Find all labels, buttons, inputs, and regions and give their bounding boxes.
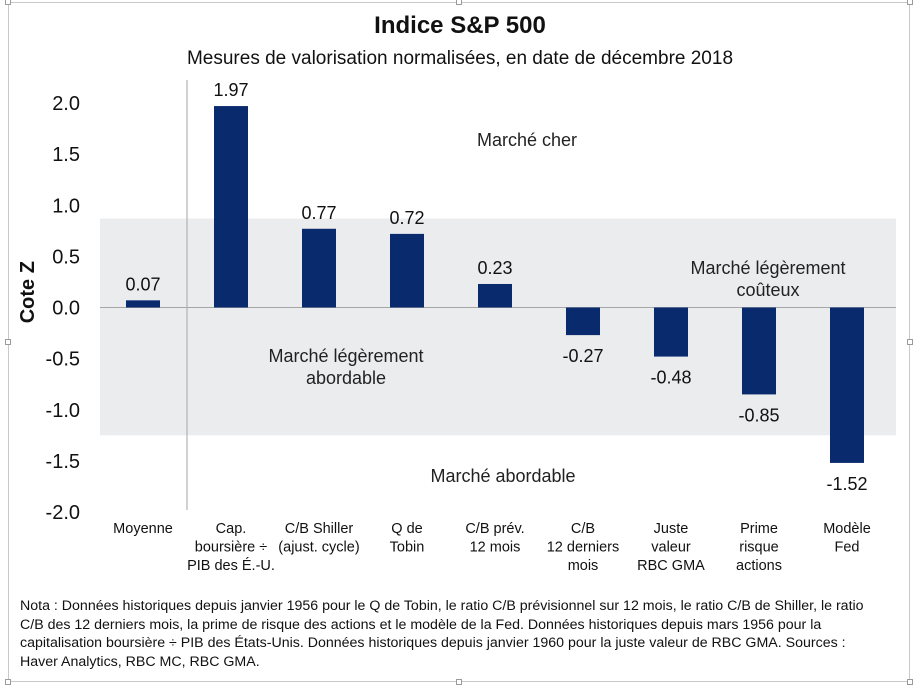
bar [830,307,864,463]
category-label-line: Q de [391,521,422,537]
bar-value-label: 0.07 [125,274,160,294]
category-label-line: Fed [835,540,860,556]
chart-title: Indice S&P 500 [374,12,546,39]
y-tick-label: -2.0 [46,502,80,524]
region-annotation-line: Marché légèrement [690,258,845,278]
category-label-line: 12 mois [470,540,521,556]
bar-value-label: -0.48 [650,368,691,388]
category-label-line: (ajust. cycle) [278,540,359,556]
chart-subtitle: Mesures de valorisation normalisées, en … [186,48,734,69]
y-tick-label: 1.5 [52,144,80,166]
category-label: C/B prév. 12 mois [465,521,524,556]
category-label-line: Tobin [390,540,425,556]
chart-plot: 2.0 1.5 1.0 0.5 0.0 -0.5 -1.0 -1.5 -2.0 Cote Z Mar… [17,80,896,574]
region-annotation: Marché légèrement coûteux [690,258,845,300]
region-annotation-line: Marché légèrement [268,346,423,366]
category-label-line: mois [568,558,599,574]
region-annotation: Marché cher [477,130,577,150]
category-label-line: PIB des É.-U. [187,557,275,574]
category-label-line: Prime [740,521,778,537]
category-label-line: actions [736,558,782,574]
category-label-line: Modèle [823,521,871,537]
region-annotation-line: abordable [306,368,386,388]
y-axis-label: Cote Z [17,261,39,323]
resize-handle-top-right[interactable] [907,0,913,5]
bar [126,300,160,308]
category-label: Modèle Fed [823,521,871,556]
bar-value-label: 1.97 [213,80,248,100]
bar [742,307,776,395]
resize-handle-bottom-right[interactable] [907,679,913,685]
resize-handle-middle-right[interactable] [907,339,913,345]
y-tick-label: 0.0 [52,298,80,320]
bar-value-label: 0.77 [301,203,336,223]
category-label: Juste valeur RBC GMA [637,521,705,574]
bar [478,283,512,308]
resize-handle-bottom-left[interactable] [5,679,11,685]
category-label-line: C/B Shiller [285,521,354,537]
bar [390,233,424,308]
resize-handle-middle-left[interactable] [5,339,11,345]
region-annotation-line: Marché cher [477,130,577,150]
y-tick-label: -1.5 [46,451,80,473]
bar [654,307,688,357]
bar [214,106,248,308]
resize-handle-top-center[interactable] [456,0,462,5]
category-label-line: 12 derniers [547,540,620,556]
category-label-line: C/B prév. [465,521,524,537]
category-label-line: Moyenne [113,521,173,537]
bar [302,228,336,308]
y-tick-label: 0.5 [52,246,80,268]
bar-value-label: -1.52 [826,474,867,494]
category-label-line: Juste [654,521,689,537]
bar-value-label: -0.27 [562,346,603,366]
category-label: Cap. boursière ÷ PIB des É.-U. [187,521,275,574]
category-label: Q de Tobin [390,521,425,556]
region-annotation: Marché légèrement abordable [268,346,423,388]
footnote: Nota : Données historiques depuis janvie… [20,598,864,670]
category-label: C/B 12 derniers mois [547,521,620,574]
region-annotation: Marché abordable [430,466,575,486]
bar [566,307,600,336]
category-label: Moyenne [113,521,173,537]
y-tick-label: 2.0 [52,93,80,115]
category-label-line: boursière ÷ [195,540,267,556]
category-label-line: Cap. [216,521,247,537]
category-label: C/B Shiller (ajust. cycle) [278,521,359,556]
resize-handle-top-left[interactable] [5,0,11,5]
category-label-line: valeur [651,540,691,556]
bar-value-label: 0.72 [389,208,424,228]
category-label-line: RBC GMA [637,558,705,574]
category-label: Prime risque actions [736,521,782,574]
category-label-line: C/B [571,521,595,537]
region-annotation-line: coûteux [736,280,799,300]
resize-handle-bottom-center[interactable] [456,679,462,685]
bar-value-label: -0.85 [738,405,779,425]
bar-value-label: 0.23 [477,258,512,278]
y-tick-label: -0.5 [46,349,80,371]
category-label-line: risque [739,540,779,556]
region-annotation-line: Marché abordable [430,466,575,486]
y-tick-label: -1.0 [46,400,80,422]
y-tick-label: 1.0 [52,195,80,217]
